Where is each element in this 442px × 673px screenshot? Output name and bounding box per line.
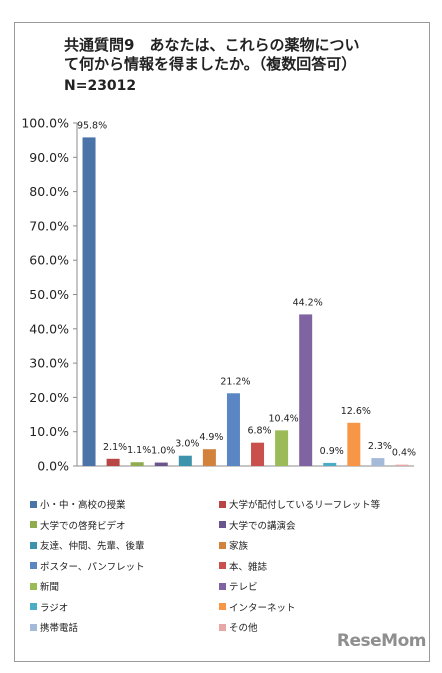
y-tick-label: 70.0% xyxy=(29,218,69,233)
legend-label: 家族 xyxy=(229,541,249,552)
legend-item: 大学での啓発ビデオ xyxy=(30,518,126,532)
bar-7 xyxy=(226,393,240,466)
y-tick-label: 40.0% xyxy=(29,321,69,336)
legend-item: 大学での講演会 xyxy=(219,518,296,532)
legend-label: 大学での啓発ビデオ xyxy=(40,520,126,532)
bar-11 xyxy=(323,462,337,466)
bar-12 xyxy=(347,422,361,466)
bar-value-label: 6.8% xyxy=(247,426,271,437)
legend-label: 小・中・高校の授業 xyxy=(40,500,126,511)
bar-10 xyxy=(299,314,313,466)
legend-label: 新聞 xyxy=(40,582,60,593)
legend-item: その他 xyxy=(219,620,258,634)
chart-title: 共通質問9 あなたは、これらの薬物につい て何から情報を得ましたか。（複数回答可… xyxy=(64,36,359,74)
y-tick-label: 50.0% xyxy=(29,287,69,302)
y-tick-label: 20.0% xyxy=(29,390,69,405)
chart-title-line-1: 共通質問9 あなたは、これらの薬物につい xyxy=(64,36,360,54)
bar-9 xyxy=(275,430,289,466)
legend-swatch xyxy=(219,562,226,569)
legend-label: 本、雑誌 xyxy=(229,561,268,573)
legend-label: テレビ xyxy=(229,582,258,593)
bar-5 xyxy=(178,455,192,466)
bar-value-label: 95.8% xyxy=(77,120,107,131)
bar-value-label: 44.2% xyxy=(293,297,323,308)
legend-swatch xyxy=(219,582,226,590)
legend-item: テレビ xyxy=(219,579,258,593)
y-tick-label: 90.0% xyxy=(29,150,69,165)
y-tick-label: 30.0% xyxy=(29,356,69,371)
legend-swatch xyxy=(219,541,226,549)
resemom-logo: ReseMom xyxy=(336,631,427,651)
legend-label: 友達、仲間、先輩、後輩 xyxy=(40,541,145,552)
legend-item: 本、雑誌 xyxy=(219,559,267,573)
legend-swatch xyxy=(219,623,226,631)
sample-size: N=23012 xyxy=(64,78,137,94)
bar-1 xyxy=(82,137,96,466)
bar-value-label: 0.9% xyxy=(320,446,344,457)
legend-item: ラジオ xyxy=(30,600,68,614)
legend-item: 携帯電話 xyxy=(30,620,78,634)
legend-item: ポスター、パンフレット xyxy=(30,559,145,573)
legend-label: その他 xyxy=(229,623,258,634)
y-tick-label: 80.0% xyxy=(29,184,69,199)
legend-label: ポスター、パンフレット xyxy=(40,561,145,573)
bar-4 xyxy=(154,462,168,466)
bar-value-label: 21.2% xyxy=(220,376,250,387)
legend-swatch xyxy=(219,603,226,610)
legend-swatch xyxy=(30,500,37,508)
bar-value-label: 1.1% xyxy=(127,445,151,456)
bar-value-label: 12.6% xyxy=(341,406,371,417)
legend-item: 友達、仲間、先輩、後輩 xyxy=(30,538,145,552)
legend-swatch xyxy=(219,521,226,528)
y-tick-label: 10.0% xyxy=(29,424,69,439)
legend-swatch xyxy=(30,521,37,528)
bar-value-label: 2.1% xyxy=(103,442,127,453)
bar-13 xyxy=(371,458,385,466)
legend-swatch xyxy=(30,603,37,610)
bar-value-label: 1.0% xyxy=(151,446,175,457)
bar-6 xyxy=(202,449,216,466)
bar-value-label: 0.4% xyxy=(392,448,416,459)
legend-label: 大学での講演会 xyxy=(229,520,296,532)
bar-2 xyxy=(106,458,120,466)
legend-swatch xyxy=(30,562,37,569)
y-tick-label: 100.0% xyxy=(21,116,69,131)
bar-14 xyxy=(395,464,409,466)
legend-item: 小・中・高校の授業 xyxy=(30,497,126,511)
legend-swatch xyxy=(30,623,37,631)
legend-label: ラジオ xyxy=(40,602,69,614)
legend-label: 大学が配付しているリーフレット等 xyxy=(229,500,381,511)
legend-swatch xyxy=(30,541,37,549)
legend-item: インターネット xyxy=(219,600,296,614)
bar-8 xyxy=(251,442,265,466)
bar-value-label: 2.3% xyxy=(368,441,392,452)
bar-3 xyxy=(130,462,144,466)
bar-value-label: 10.4% xyxy=(269,413,299,424)
legend-swatch xyxy=(30,582,37,590)
chart-title-line-2: て何から情報を得ましたか。（複数回答可） xyxy=(64,55,357,73)
legend-label: インターネット xyxy=(229,602,296,614)
bar-value-label: 3.0% xyxy=(175,439,199,450)
bar-value-label: 4.9% xyxy=(199,432,223,443)
legend-item: 家族 xyxy=(219,538,248,552)
y-tick-label: 60.0% xyxy=(29,253,69,268)
legend-label: 携帯電話 xyxy=(40,623,79,634)
y-tick-label: 0.0% xyxy=(37,459,69,474)
legend-swatch xyxy=(219,500,226,508)
legend-item: 大学が配付しているリーフレット等 xyxy=(219,497,380,511)
legend-item: 新聞 xyxy=(30,579,59,593)
